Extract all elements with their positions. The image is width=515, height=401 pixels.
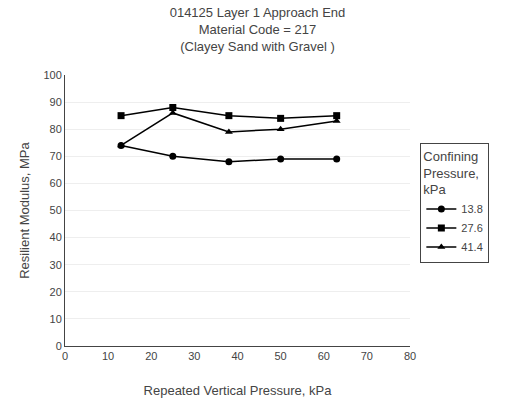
svg-text:80: 80 [404,350,416,362]
svg-text:50: 50 [275,350,287,362]
svg-text:30: 30 [188,350,200,362]
svg-text:40: 40 [50,231,62,243]
svg-text:41.4: 41.4 [461,241,482,253]
svg-text:40: 40 [231,350,243,362]
svg-text:60: 60 [318,350,330,362]
svg-text:20: 20 [145,350,157,362]
svg-text:30: 30 [50,259,62,271]
svg-text:80: 80 [50,123,62,135]
svg-text:20: 20 [50,286,62,298]
svg-text:60: 60 [50,177,62,189]
svg-text:10: 10 [102,350,114,362]
svg-text:014125 Layer 1 Approach EndMat: 014125 Layer 1 Approach EndMaterial Code… [170,5,346,54]
svg-text:10: 10 [50,313,62,325]
svg-text:0: 0 [62,350,68,362]
svg-text:70: 70 [50,150,62,162]
svg-text:13.8: 13.8 [461,203,482,215]
svg-text:27.6: 27.6 [461,222,482,234]
svg-text:70: 70 [361,350,373,362]
svg-text:ConfiningPressure,kPa: ConfiningPressure,kPa [423,149,479,198]
svg-text:Resilient Modulus, MPa: Resilient Modulus, MPa [17,141,32,278]
svg-text:0: 0 [56,340,62,352]
svg-text:Repeated Vertical Pressure, kP: Repeated Vertical Pressure, kPa [144,383,333,398]
svg-text:50: 50 [50,204,62,216]
svg-text:100: 100 [43,69,61,81]
svg-text:90: 90 [50,96,62,108]
